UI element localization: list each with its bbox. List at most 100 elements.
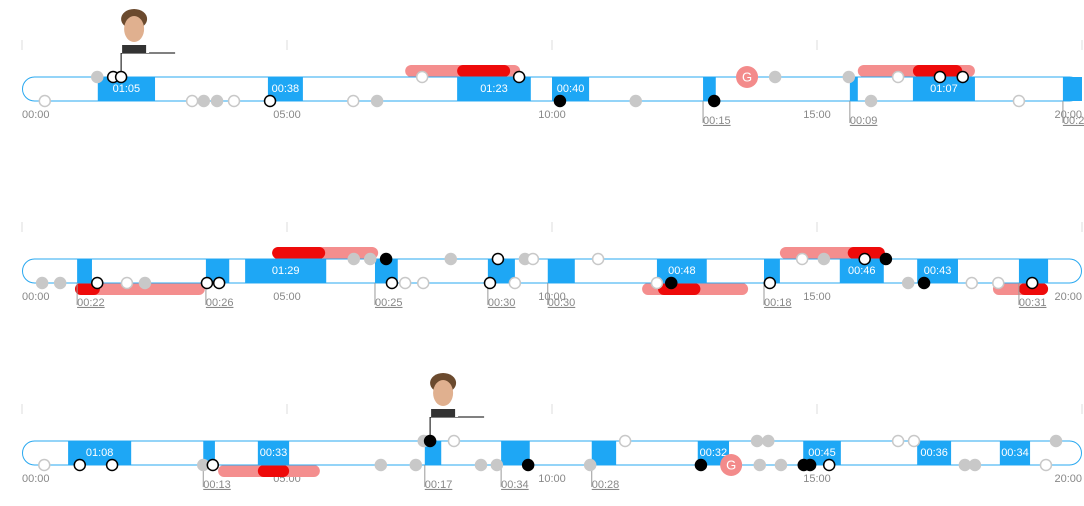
- event-marker: [1049, 434, 1063, 448]
- event-marker: [347, 252, 361, 266]
- penalty-band: [272, 247, 326, 259]
- event-marker: [38, 94, 52, 108]
- event-marker: [968, 458, 982, 472]
- event-marker: [474, 458, 488, 472]
- penalty-band: [912, 65, 963, 77]
- box-label: 00:26: [206, 297, 234, 309]
- box-label: 01:05: [113, 83, 141, 95]
- event-marker: [842, 70, 856, 84]
- goal-marker: [720, 454, 743, 476]
- box-label: 01:23: [480, 83, 508, 95]
- box-label: 00:36: [920, 447, 948, 459]
- possession-box: [1062, 77, 1082, 101]
- event-marker: [120, 276, 134, 290]
- event-marker: [665, 276, 678, 290]
- event-marker: [768, 70, 782, 84]
- event-marker: [409, 458, 423, 472]
- event-marker: [444, 252, 458, 266]
- box-label: 00:30: [488, 297, 516, 309]
- possession-box: [999, 441, 1031, 465]
- box-label: 00:18: [764, 297, 792, 309]
- box-label: 00:34: [1001, 447, 1029, 459]
- possession-box: [849, 77, 858, 101]
- event-marker: [583, 458, 597, 472]
- player-shirt: [122, 45, 147, 53]
- event-marker: [864, 94, 878, 108]
- event-marker: [761, 434, 775, 448]
- event-marker: [508, 276, 522, 290]
- event-marker: [35, 276, 49, 290]
- event-marker: [490, 458, 504, 472]
- event-marker: [200, 276, 214, 290]
- event-marker: [618, 434, 632, 448]
- event-marker: [956, 70, 969, 84]
- event-marker: [105, 458, 119, 472]
- event-marker: [91, 70, 104, 84]
- event-marker: [750, 434, 764, 448]
- box-label: 00:33: [260, 447, 288, 459]
- event-marker: [374, 458, 388, 472]
- box-label: 01:08: [86, 447, 114, 459]
- event-marker: [891, 434, 905, 448]
- event-marker: [483, 276, 497, 290]
- box-label: 00:31: [1019, 297, 1047, 309]
- event-marker: [650, 276, 664, 290]
- box-label: 00:38: [272, 83, 300, 95]
- event-marker: [795, 252, 809, 266]
- event-marker: [415, 70, 429, 84]
- goal-marker: [736, 66, 759, 88]
- event-marker: [879, 252, 893, 266]
- possession-box: [764, 259, 780, 283]
- possession-box: [203, 441, 215, 465]
- box-label: 00:30: [548, 297, 576, 309]
- event-marker: [763, 276, 777, 290]
- tick-label: 10:00: [538, 291, 566, 303]
- tick-label: 15:00: [803, 473, 831, 485]
- box-label: 00:40: [557, 83, 585, 95]
- penalty-band: [658, 283, 701, 295]
- event-marker: [512, 70, 526, 84]
- box-label: 00:09: [850, 115, 878, 127]
- event-marker: [629, 94, 642, 108]
- box-label: 00:28: [592, 479, 620, 491]
- tick-label: 00:00: [22, 109, 50, 121]
- tick-label: 15:00: [803, 291, 831, 303]
- event-marker: [206, 458, 220, 472]
- event-marker: [53, 276, 67, 290]
- tick-label: 10:00: [538, 473, 566, 485]
- event-marker: [210, 94, 224, 108]
- box-label: 00:13: [203, 479, 231, 491]
- event-marker: [965, 276, 979, 290]
- event-marker: [591, 252, 605, 266]
- event-marker: [138, 276, 152, 290]
- tick-label: 00:00: [22, 473, 50, 485]
- event-marker: [803, 458, 817, 472]
- event-marker: [212, 276, 226, 290]
- event-marker: [822, 458, 836, 472]
- event-marker: [992, 276, 1005, 290]
- box-label: 00:20: [1063, 115, 1084, 127]
- photo-leader: [120, 52, 176, 77]
- possession-box: [591, 441, 617, 465]
- possession-box: [77, 259, 92, 283]
- event-marker: [917, 276, 931, 290]
- event-marker: [891, 70, 905, 84]
- event-marker: [858, 252, 871, 266]
- tick-label: 20:00: [1054, 473, 1082, 485]
- event-marker: [73, 458, 87, 472]
- box-label: 00:15: [703, 115, 731, 127]
- event-marker: [907, 434, 921, 448]
- event-marker: [753, 458, 767, 472]
- event-marker: [491, 252, 505, 266]
- event-marker: [91, 276, 104, 290]
- tick-label: 05:00: [273, 291, 301, 303]
- event-marker: [38, 458, 51, 472]
- possession-box: [656, 259, 707, 283]
- box-label: 00:34: [501, 479, 529, 491]
- event-marker: [774, 458, 788, 472]
- box-label: 00:17: [425, 479, 453, 491]
- possession-box: [205, 259, 230, 283]
- event-marker: [263, 94, 277, 108]
- penalty-band: [457, 65, 511, 77]
- event-marker: [526, 252, 540, 266]
